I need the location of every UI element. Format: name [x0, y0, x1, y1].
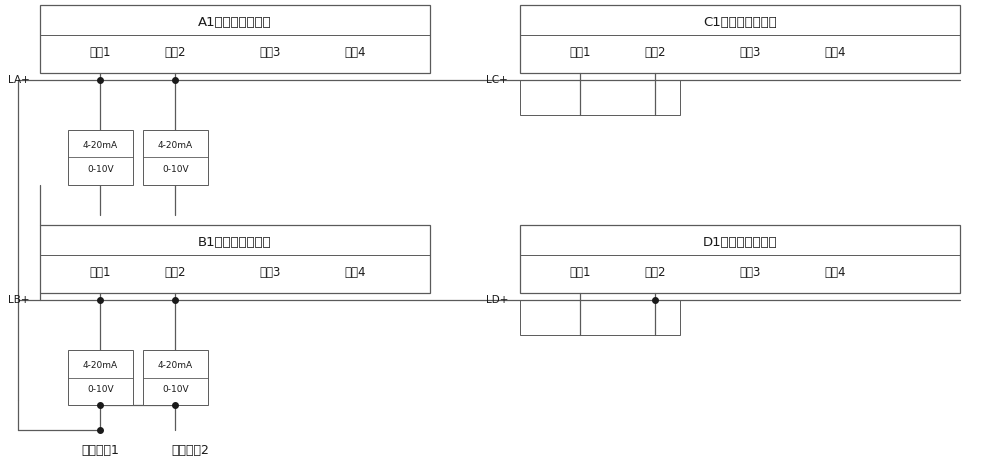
Text: 通道2: 通道2: [644, 46, 666, 59]
Text: 通道4: 通道4: [824, 46, 846, 59]
Text: 通道3: 通道3: [259, 46, 281, 59]
Text: 动力设备1: 动力设备1: [81, 444, 119, 457]
Text: 通道1: 通道1: [569, 266, 591, 279]
Bar: [40, 5, 430, 73]
Text: 4-20mA: 4-20mA: [158, 141, 193, 150]
Bar: [68, 350, 133, 405]
Bar: [143, 130, 208, 185]
Text: 0-10V: 0-10V: [87, 385, 114, 394]
Text: LB+: LB+: [8, 295, 30, 305]
Text: 通道1: 通道1: [89, 46, 111, 59]
Text: A1模拟量输出模块: A1模拟量输出模块: [198, 15, 272, 28]
Text: C1模拟量输出模块: C1模拟量输出模块: [703, 15, 777, 28]
Text: 0-10V: 0-10V: [87, 165, 114, 174]
Bar: [143, 350, 208, 405]
Text: 通道2: 通道2: [164, 46, 186, 59]
Text: D1模拟量输出模块: D1模拟量输出模块: [703, 235, 777, 248]
Bar: [520, 225, 960, 293]
Text: B1模拟量输出模块: B1模拟量输出模块: [198, 235, 272, 248]
Text: 通道4: 通道4: [344, 46, 366, 59]
Text: 4-20mA: 4-20mA: [158, 361, 193, 370]
Text: 0-10V: 0-10V: [162, 385, 189, 394]
Text: 4-20mA: 4-20mA: [83, 141, 118, 150]
Bar: [520, 5, 960, 73]
Text: LA+: LA+: [8, 75, 30, 85]
Text: 动力设备2: 动力设备2: [171, 444, 209, 457]
Text: 通道3: 通道3: [739, 266, 761, 279]
Bar: [520, 300, 680, 335]
Bar: [520, 80, 680, 115]
Text: 通道3: 通道3: [739, 46, 761, 59]
Text: 通道3: 通道3: [259, 266, 281, 279]
Bar: [40, 225, 430, 293]
Text: LC+: LC+: [486, 75, 508, 85]
Text: 通道2: 通道2: [164, 266, 186, 279]
Text: 4-20mA: 4-20mA: [83, 361, 118, 370]
Text: 通道4: 通道4: [824, 266, 846, 279]
Text: 通道1: 通道1: [89, 266, 111, 279]
Text: 通道1: 通道1: [569, 46, 591, 59]
Text: LD+: LD+: [486, 295, 508, 305]
Bar: [68, 130, 133, 185]
Text: 通道4: 通道4: [344, 266, 366, 279]
Text: 通道2: 通道2: [644, 266, 666, 279]
Text: 0-10V: 0-10V: [162, 165, 189, 174]
